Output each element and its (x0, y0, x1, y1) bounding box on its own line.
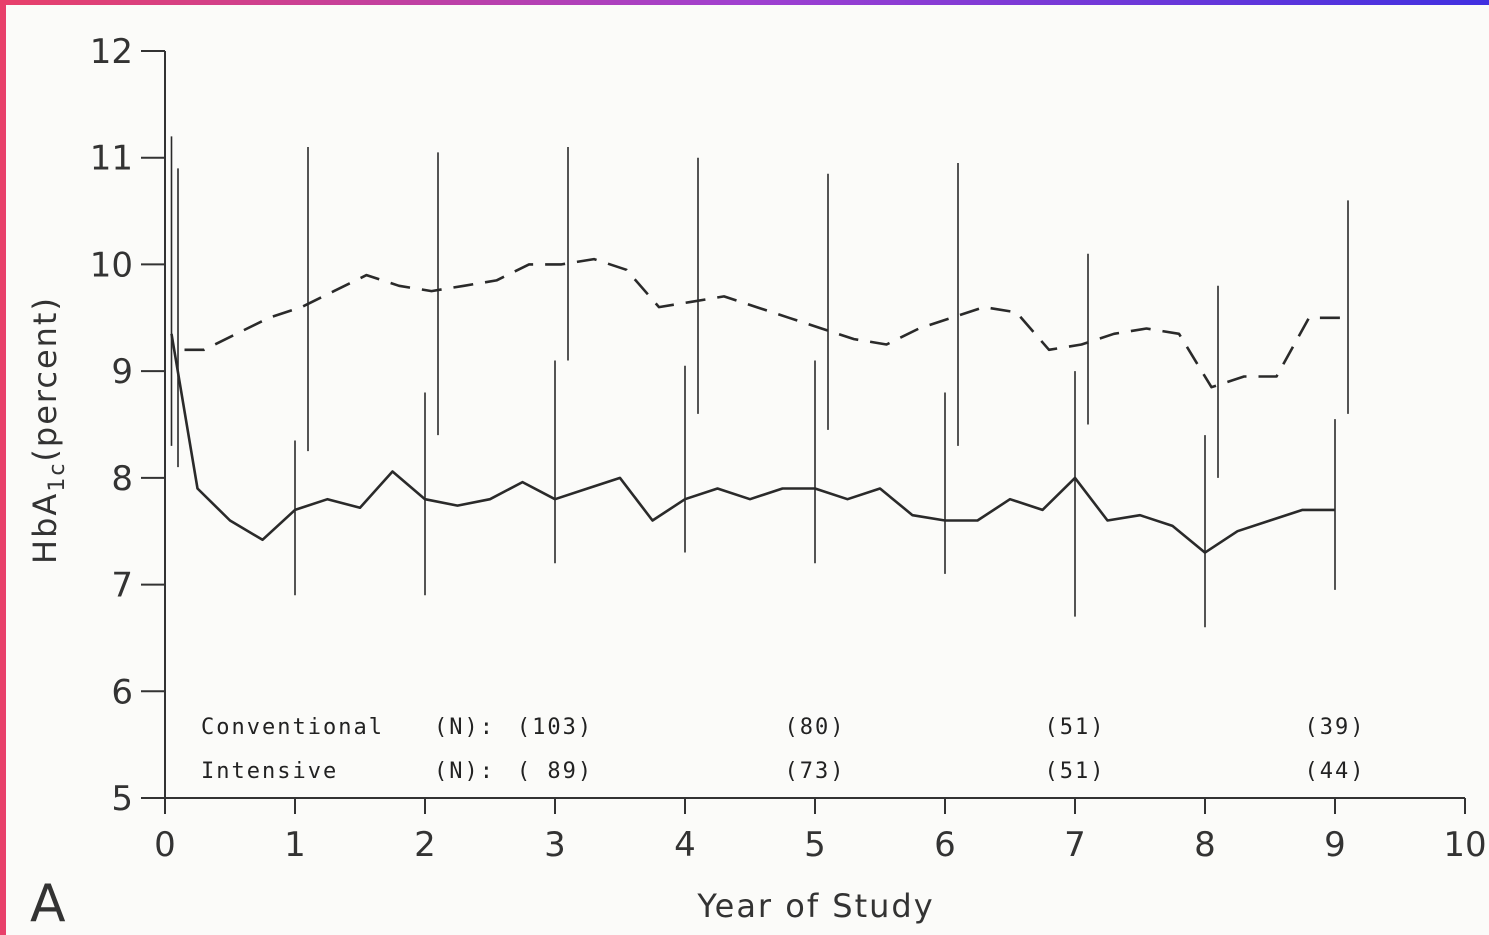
x-tick-label: 0 (154, 825, 176, 865)
x-tick-label: 4 (674, 825, 696, 865)
series-line-intensive (170, 333, 1335, 554)
y-axis-title-main: HbA (26, 492, 64, 564)
x-tick-label: 7 (1064, 825, 1086, 865)
panel-label: A (30, 874, 66, 934)
x-axis-ticks: 0 1 2 3 4 5 6 7 8 9 10 (154, 798, 1487, 865)
n-value: (44) (1305, 759, 1366, 784)
y-tick-label: 5 (111, 779, 133, 819)
y-axis-title-subscript: 1c (45, 462, 70, 492)
n-row-label-intensive: Intensive (201, 759, 338, 784)
y-tick-label: 8 (111, 459, 133, 499)
x-tick-label: 1 (284, 825, 306, 865)
n-value: (51) (1045, 759, 1106, 784)
n-row-nlabel-conventional: (N): (434, 715, 495, 740)
n-row-label-conventional: Conventional (201, 715, 384, 740)
n-value: (39) (1305, 715, 1366, 740)
y-tick-label: 6 (111, 672, 133, 712)
series-line-conventional (184, 257, 1348, 389)
x-tick-label: 2 (414, 825, 436, 865)
x-tick-label: 5 (804, 825, 826, 865)
n-value: (51) (1045, 715, 1106, 740)
svg-text:HbA1c(percent): HbA1c(percent) (26, 296, 70, 564)
y-tick-label: 7 (111, 566, 133, 606)
y-axis-title-unit: (percent) (26, 296, 64, 462)
y-axis-ticks: 5 6 7 8 9 10 11 12 (90, 32, 165, 819)
y-axis-title: HbA1c(percent) (26, 296, 70, 564)
x-tick-label: 9 (1324, 825, 1346, 865)
n-value: (103) (517, 715, 593, 740)
error-bars (170, 136, 1349, 628)
figure-panel: 5 6 7 8 9 10 11 12 0 1 2 3 4 5 6 7 8 9 10 Conventional (N… (6, 5, 1489, 935)
n-value: ( 89) (517, 759, 593, 784)
n-table: Conventional (N): Intensive (N): (103) (8… (201, 715, 1366, 784)
n-value: (80) (785, 715, 846, 740)
y-tick-label: 12 (90, 32, 133, 72)
x-tick-label: 10 (1443, 825, 1486, 865)
n-value: (73) (785, 759, 846, 784)
y-tick-label: 10 (90, 245, 133, 285)
y-tick-label: 11 (90, 139, 133, 179)
x-tick-label: 6 (934, 825, 956, 865)
x-tick-label: 8 (1194, 825, 1216, 865)
n-row-nlabel-intensive: (N): (434, 759, 495, 784)
series-lines (170, 257, 1348, 554)
y-tick-label: 9 (111, 352, 133, 392)
x-axis-title: Year of Study (696, 887, 934, 925)
x-tick-label: 3 (544, 825, 566, 865)
